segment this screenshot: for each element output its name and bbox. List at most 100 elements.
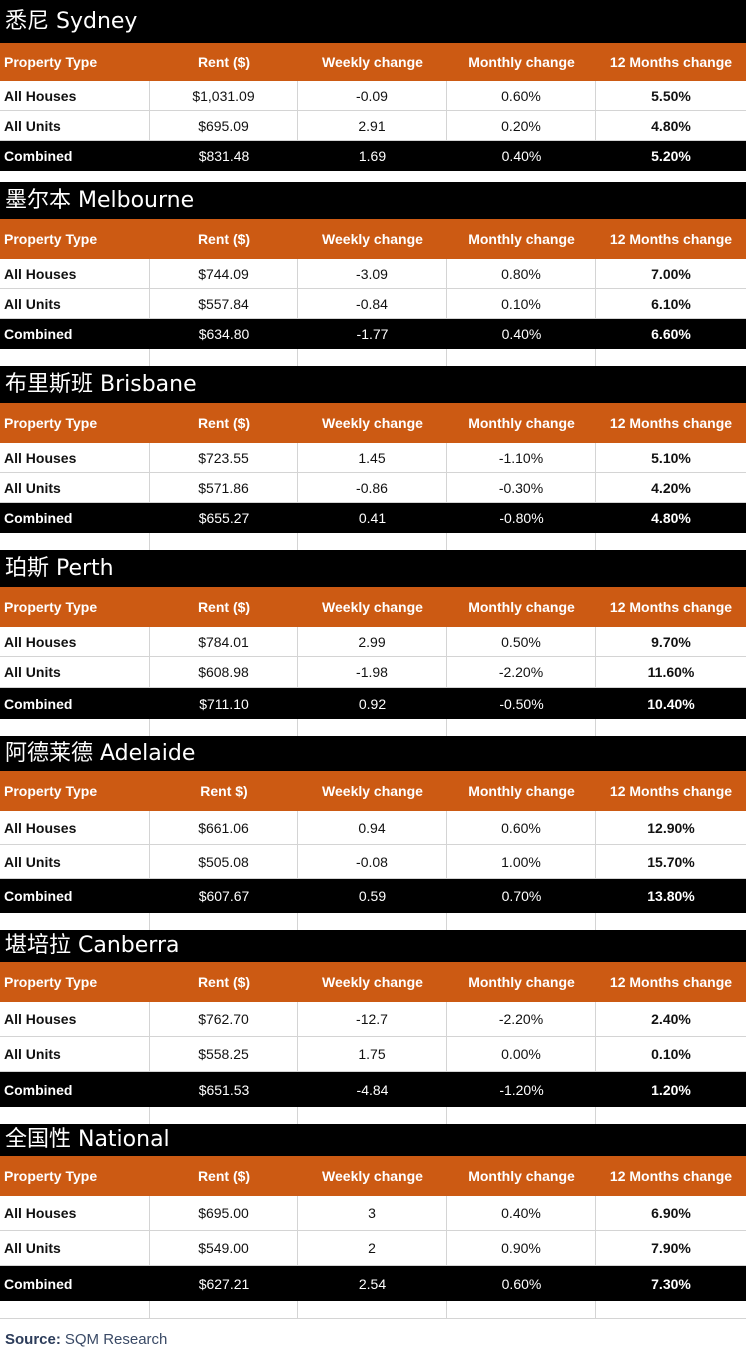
cell-rent	[150, 719, 298, 736]
section-title: 悉尼 Sydney	[0, 0, 746, 43]
column-header-rent: Rent ($)	[197, 974, 251, 990]
table-row: All Units $608.98 -1.98 -2.20% 11.60%	[0, 657, 746, 688]
cell-monthly-change	[447, 913, 596, 930]
cell-twelve-month-change: 0.10%	[651, 1046, 691, 1062]
cell-weekly-change: 1.45	[298, 443, 447, 472]
column-header-row: Property Type Rent ($) Weekly change Monthl…	[0, 403, 746, 443]
cell-property-type: Combined	[4, 326, 73, 342]
cell-monthly-change: 0.00%	[447, 1037, 596, 1071]
cell-monthly-change: -2.20%	[447, 657, 596, 687]
column-header-rent: Rent ($)	[197, 1168, 251, 1184]
combined-row: Combined $831.48 1.69 0.40% 5.20%	[0, 141, 746, 171]
cell-twelve-month-change	[596, 533, 746, 550]
cell-rent: $695.09	[150, 111, 298, 140]
cell-weekly-change: 0.59	[358, 888, 387, 904]
section-title: 全国性 National	[0, 1124, 746, 1156]
cell-rent	[150, 349, 298, 366]
cell-twelve-month-change: 1.20%	[651, 1081, 691, 1098]
cell-monthly-change: -1.20%	[499, 1081, 544, 1098]
cell-rent: $627.21	[198, 1275, 250, 1292]
cell-twelve-month-change: 6.60%	[651, 326, 691, 342]
column-header-property-type: Property Type	[4, 974, 98, 990]
cell-rent: $695.00	[150, 1196, 298, 1230]
column-header-weekly-change: Weekly change	[322, 1168, 423, 1184]
spacer-row	[0, 533, 746, 550]
cell-twelve-month-change: 9.70%	[651, 633, 691, 650]
column-header-monthly-change: Monthly change	[468, 54, 575, 70]
cell-twelve-month-change: 4.80%	[651, 510, 691, 526]
cell-twelve-month-change: 6.10%	[651, 295, 691, 312]
cell-weekly-change: -4.84	[356, 1081, 389, 1098]
cell-property-type: All Houses	[0, 627, 150, 656]
cell-monthly-change: 0.80%	[447, 259, 596, 288]
cell-rent: $784.01	[150, 627, 298, 656]
cell-weekly-change: 0.41	[358, 510, 387, 526]
cell-rent: $505.08	[150, 845, 298, 878]
column-header-twelve-month-change: 12 Months change	[609, 415, 733, 431]
cell-twelve-month-change: 5.20%	[651, 148, 691, 164]
cell-rent: $571.86	[150, 473, 298, 502]
combined-row: Combined $607.67 0.59 0.70% 13.80%	[0, 879, 746, 913]
column-header-property-type: Property Type	[4, 231, 98, 247]
column-header-rent: Rent ($)	[197, 231, 251, 247]
cell-property-type	[0, 1107, 150, 1124]
table-row: All Houses $723.55 1.45 -1.10% 5.10%	[0, 443, 746, 473]
cell-twelve-month-change: 4.20%	[651, 479, 691, 496]
cell-rent: $744.09	[150, 259, 298, 288]
cell-weekly-change	[298, 1107, 447, 1124]
table-row: All Houses $762.70 -12.7 -2.20% 2.40%	[0, 1002, 746, 1037]
cell-monthly-change: 0.60%	[447, 81, 596, 110]
cell-property-type	[0, 913, 150, 930]
spacer-row	[0, 1107, 746, 1124]
spacer-row	[0, 719, 746, 736]
spacer-row	[0, 913, 746, 930]
cell-weekly-change: -0.09	[298, 81, 447, 110]
cell-property-type: All Units	[0, 289, 150, 318]
column-header-weekly-change: Weekly change	[322, 54, 423, 70]
cell-property-type: All Houses	[0, 1196, 150, 1230]
column-header-rent: Rent ($)	[197, 54, 251, 70]
source-note: Source: SQM Research	[0, 1318, 746, 1360]
section-title: 阿德莱德 Adelaide	[0, 736, 746, 771]
table-row: All Units $695.09 2.91 0.20% 4.80%	[0, 111, 746, 141]
cell-monthly-change	[447, 719, 596, 736]
cell-rent: $831.48	[198, 148, 250, 164]
combined-row: Combined $627.21 2.54 0.60% 7.30%	[0, 1266, 746, 1301]
cell-weekly-change: 2.91	[298, 111, 447, 140]
cell-property-type	[0, 349, 150, 366]
cell-monthly-change: 0.70%	[501, 888, 542, 904]
column-header-monthly-change: Monthly change	[468, 783, 575, 799]
cell-rent	[150, 1107, 298, 1124]
cell-monthly-change: 0.10%	[447, 289, 596, 318]
column-header-twelve-month-change: 12 Months change	[609, 783, 733, 799]
cell-weekly-change	[298, 349, 447, 366]
cell-property-type	[0, 719, 150, 736]
cell-property-type: All Houses	[0, 443, 150, 472]
cell-property-type: Combined	[4, 1081, 73, 1098]
section-title: 珀斯 Perth	[0, 550, 746, 587]
cell-twelve-month-change: 11.60%	[647, 664, 695, 680]
cell-monthly-change: -1.10%	[447, 443, 596, 472]
cell-twelve-month-change	[596, 1301, 746, 1318]
cell-weekly-change: -0.08	[298, 845, 447, 878]
cell-weekly-change: 2.54	[358, 1275, 387, 1292]
cell-property-type: All Units	[0, 1037, 150, 1071]
cell-property-type: All Units	[0, 111, 150, 140]
cell-rent: $607.67	[198, 888, 250, 904]
cell-rent: $634.80	[198, 326, 250, 342]
cell-weekly-change	[298, 533, 447, 550]
cell-property-type: All Units	[0, 1231, 150, 1265]
column-header-row: Property Type Rent ($) Weekly change Monthl…	[0, 219, 746, 259]
cell-monthly-change: -0.80%	[499, 510, 544, 526]
cell-weekly-change: -12.7	[298, 1002, 447, 1036]
cell-property-type: Combined	[4, 510, 73, 526]
section-title: 墨尔本 Melbourne	[0, 182, 746, 219]
combined-row: Combined $634.80 -1.77 0.40% 6.60%	[0, 319, 746, 349]
cell-monthly-change: -0.30%	[447, 473, 596, 502]
cell-twelve-month-change	[596, 1107, 746, 1124]
column-header-row: Property Type Rent ($) Weekly change Monthl…	[0, 587, 746, 627]
cell-monthly-change: 0.40%	[447, 1196, 596, 1230]
cell-rent: $558.25	[150, 1037, 298, 1071]
column-header-row: Property Type Rent ($) Weekly change Monthl…	[0, 962, 746, 1002]
cell-weekly-change: 2	[298, 1231, 447, 1265]
